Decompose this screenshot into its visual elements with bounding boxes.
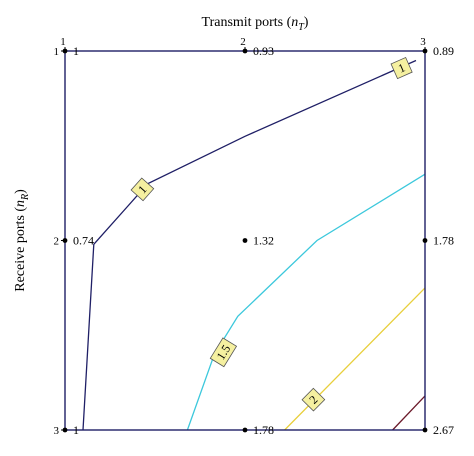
contour-label-text: 1.5: [214, 342, 234, 362]
x-tick-label: 1: [60, 36, 66, 48]
data-point: [62, 238, 68, 243]
data-point: [62, 427, 68, 433]
x-axis-label: Transmit ports (nT): [202, 15, 309, 33]
data-point: [242, 48, 248, 54]
contour-label: 1: [390, 56, 413, 80]
data-point: [242, 427, 248, 433]
x-tick-label: 2: [240, 36, 246, 48]
axis-ticks: 1 2 3 1 2 3: [54, 36, 427, 437]
data-point-value: 1: [73, 423, 79, 437]
y-tick-label: 1: [54, 46, 60, 58]
contour-labels: 111.52: [130, 56, 413, 412]
data-point-value: 2.67: [433, 423, 454, 437]
data-point-value: 0.74: [73, 234, 94, 248]
data-point-value: 1.78: [253, 423, 274, 437]
contour-label: 1.5: [209, 337, 238, 368]
data-point: [242, 238, 248, 243]
data-point: [422, 238, 428, 243]
contour-line-2: [284, 287, 426, 431]
data-point: [422, 48, 428, 54]
data-points: 1 0.93 0.89 0.74 1.32 1.78 1 1.78 2.67: [62, 44, 454, 437]
data-point: [422, 427, 428, 433]
contour-line-1: [82, 59, 417, 431]
data-point-value: 1.32: [253, 234, 274, 248]
contour-label: 1: [130, 177, 155, 202]
contour-label-text: 1: [396, 60, 407, 75]
contour-label: 2: [301, 387, 326, 412]
data-point-value: 0.89: [433, 44, 454, 58]
data-point-value: 1.78: [433, 234, 454, 248]
contour-label-box: [209, 337, 238, 368]
contour-label-box: [390, 56, 413, 80]
contour-line-extra-3: [392, 395, 426, 431]
y-tick-label: 3: [54, 425, 60, 437]
contour-label-box: [130, 177, 155, 202]
data-point-value: 1: [73, 44, 79, 58]
contour-line-1.5: [186, 173, 426, 431]
data-point: [62, 48, 68, 54]
x-tick-label: 3: [420, 36, 426, 48]
y-axis-label: Receive ports (nR): [13, 189, 31, 292]
y-tick-label: 2: [54, 236, 60, 248]
data-point-value: 0.93: [253, 44, 274, 58]
contour-label-box: [301, 387, 326, 412]
